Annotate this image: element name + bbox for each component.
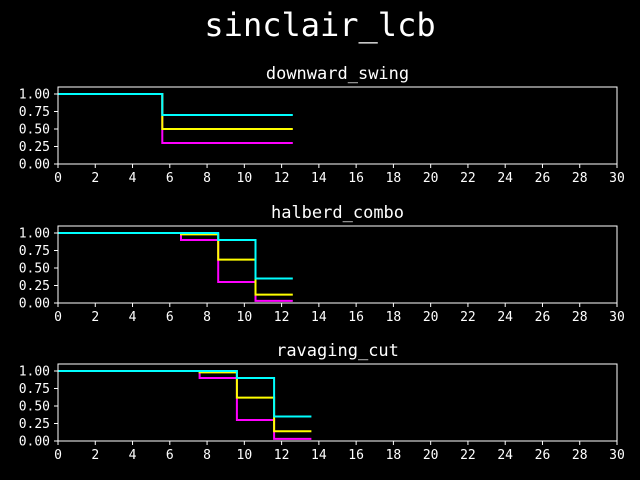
x-tick-label: 10 bbox=[237, 448, 253, 463]
x-tick-label: 4 bbox=[129, 448, 137, 463]
plot-frame bbox=[57, 86, 618, 165]
x-tick-label: 30 bbox=[609, 310, 625, 325]
y-tick-label: 0.00 bbox=[19, 435, 50, 450]
y-tick-label: 1.00 bbox=[19, 227, 50, 242]
x-tick-label: 28 bbox=[572, 171, 588, 186]
x-tick-label: 10 bbox=[237, 171, 253, 186]
plot-frame bbox=[57, 363, 618, 442]
y-tick-label: 1.00 bbox=[19, 365, 50, 380]
subplot-title: halberd_combo bbox=[271, 203, 404, 223]
x-tick-label: 12 bbox=[274, 448, 290, 463]
x-tick-label: 6 bbox=[166, 171, 174, 186]
x-tick-label: 30 bbox=[609, 448, 625, 463]
subplot-title: downward_swing bbox=[266, 64, 409, 84]
x-tick-label: 14 bbox=[311, 448, 327, 463]
x-tick-label: 6 bbox=[166, 310, 174, 325]
x-tick-label: 2 bbox=[91, 310, 99, 325]
x-tick-label: 26 bbox=[535, 448, 551, 463]
figure-title: sinclair_lcb bbox=[204, 6, 435, 44]
x-tick-label: 20 bbox=[423, 310, 439, 325]
x-tick-label: 22 bbox=[460, 448, 476, 463]
y-tick-label: 0.25 bbox=[19, 417, 50, 432]
x-tick-label: 24 bbox=[497, 448, 513, 463]
x-tick-label: 0 bbox=[54, 171, 62, 186]
series-line-3 bbox=[58, 93, 293, 116]
y-tick-label: 0.50 bbox=[19, 400, 50, 415]
x-tick-label: 20 bbox=[423, 448, 439, 463]
y-tick-label: 0.75 bbox=[19, 105, 50, 120]
subplot-title: ravaging_cut bbox=[276, 341, 399, 361]
x-tick-label: 8 bbox=[203, 171, 211, 186]
x-tick-label: 16 bbox=[348, 310, 364, 325]
x-tick-label: 22 bbox=[460, 171, 476, 186]
x-tick-label: 28 bbox=[572, 310, 588, 325]
x-tick-label: 0 bbox=[54, 448, 62, 463]
x-tick-label: 14 bbox=[311, 171, 327, 186]
y-tick-label: 1.00 bbox=[19, 88, 50, 103]
x-tick-label: 20 bbox=[423, 171, 439, 186]
x-tick-label: 2 bbox=[91, 171, 99, 186]
series-line-3 bbox=[58, 370, 312, 418]
x-tick-label: 16 bbox=[348, 171, 364, 186]
x-tick-label: 0 bbox=[54, 310, 62, 325]
x-tick-label: 12 bbox=[274, 171, 290, 186]
x-tick-label: 26 bbox=[535, 171, 551, 186]
x-tick-label: 24 bbox=[497, 171, 513, 186]
y-tick-label: 0.50 bbox=[19, 262, 50, 277]
x-tick-label: 4 bbox=[129, 310, 137, 325]
x-tick-label: 18 bbox=[386, 310, 402, 325]
x-tick-label: 8 bbox=[203, 448, 211, 463]
x-tick-label: 28 bbox=[572, 448, 588, 463]
series-line-3 bbox=[58, 232, 293, 280]
x-tick-label: 4 bbox=[129, 171, 137, 186]
x-tick-label: 30 bbox=[609, 171, 625, 186]
y-tick-label: 0.00 bbox=[19, 158, 50, 173]
plot-frame bbox=[57, 225, 618, 304]
x-tick-label: 8 bbox=[203, 310, 211, 325]
x-tick-label: 16 bbox=[348, 448, 364, 463]
x-tick-label: 24 bbox=[497, 310, 513, 325]
y-tick-label: 0.25 bbox=[19, 140, 50, 155]
y-tick-label: 0.00 bbox=[19, 297, 50, 312]
y-tick-label: 0.75 bbox=[19, 244, 50, 259]
y-tick-label: 0.25 bbox=[19, 279, 50, 294]
x-tick-label: 22 bbox=[460, 310, 476, 325]
x-tick-label: 26 bbox=[535, 310, 551, 325]
x-tick-label: 2 bbox=[91, 448, 99, 463]
x-tick-label: 18 bbox=[386, 448, 402, 463]
y-tick-label: 0.50 bbox=[19, 123, 50, 138]
x-tick-label: 18 bbox=[386, 171, 402, 186]
x-tick-label: 10 bbox=[237, 310, 253, 325]
x-tick-label: 12 bbox=[274, 310, 290, 325]
y-tick-label: 0.75 bbox=[19, 382, 50, 397]
x-tick-label: 6 bbox=[166, 448, 174, 463]
x-tick-label: 14 bbox=[311, 310, 327, 325]
